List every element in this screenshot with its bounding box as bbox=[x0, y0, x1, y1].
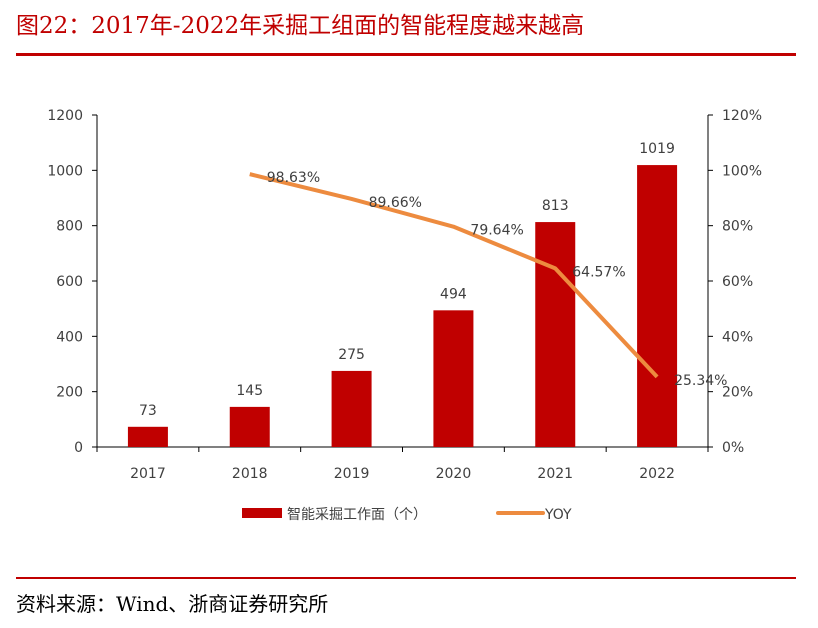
x-tick-label: 2020 bbox=[436, 466, 472, 482]
right-tick-label: 100% bbox=[722, 163, 762, 179]
bar-label: 1019 bbox=[639, 141, 675, 157]
bar-2021 bbox=[535, 222, 576, 447]
left-tick-label: 600 bbox=[56, 274, 83, 290]
left-tick-label: 1000 bbox=[47, 163, 83, 179]
right-tick-label: 80% bbox=[722, 219, 753, 235]
yoy-line bbox=[249, 172, 659, 379]
left-tick-label: 800 bbox=[56, 219, 83, 235]
right-tick-label: 120% bbox=[722, 108, 762, 124]
left-tick-label: 200 bbox=[56, 385, 83, 401]
left-tick-label: 0 bbox=[74, 440, 83, 456]
left-tick-label: 400 bbox=[56, 329, 83, 345]
right-tick-label: 40% bbox=[722, 329, 753, 345]
right-tick-label: 0% bbox=[722, 440, 744, 456]
source-rule bbox=[16, 577, 796, 579]
legend-bar-label: 智能采掘工作面（个） bbox=[287, 507, 427, 523]
bar-label: 275 bbox=[338, 347, 365, 363]
title-rule bbox=[16, 53, 796, 56]
bar-2017 bbox=[127, 426, 168, 447]
yoy-label: 64.57% bbox=[572, 264, 625, 280]
yoy-label: 25.34% bbox=[674, 373, 727, 389]
bar-2019 bbox=[331, 370, 372, 447]
right-tick-label: 60% bbox=[722, 274, 753, 290]
source-note: 资料来源：Wind、浙商证券研究所 bbox=[16, 592, 329, 616]
bar-label: 73 bbox=[139, 403, 157, 419]
x-tick-label: 2019 bbox=[334, 466, 370, 482]
x-tick-label: 2018 bbox=[232, 466, 268, 482]
left-tick-label: 1200 bbox=[47, 108, 83, 124]
legend-line-label: YOY bbox=[544, 507, 572, 523]
bar-2022 bbox=[637, 165, 678, 447]
x-tick-label: 2022 bbox=[639, 466, 675, 482]
bar-label: 145 bbox=[236, 383, 263, 399]
bar-2018 bbox=[229, 406, 270, 447]
bar-label: 494 bbox=[440, 286, 467, 302]
yoy-label: 98.63% bbox=[267, 170, 320, 186]
figure-title: 图22：2017年-2022年采掘工组面的智能程度越来越高 bbox=[16, 13, 585, 39]
bar-2020 bbox=[433, 310, 474, 447]
x-tick-label: 2021 bbox=[537, 466, 573, 482]
x-tick-label: 2017 bbox=[130, 466, 166, 482]
right-tick-label: 20% bbox=[722, 385, 753, 401]
yoy-label: 79.64% bbox=[470, 223, 523, 239]
bar-label: 813 bbox=[542, 198, 569, 214]
yoy-label: 89.66% bbox=[369, 195, 422, 211]
legend-bar-swatch bbox=[242, 508, 282, 518]
